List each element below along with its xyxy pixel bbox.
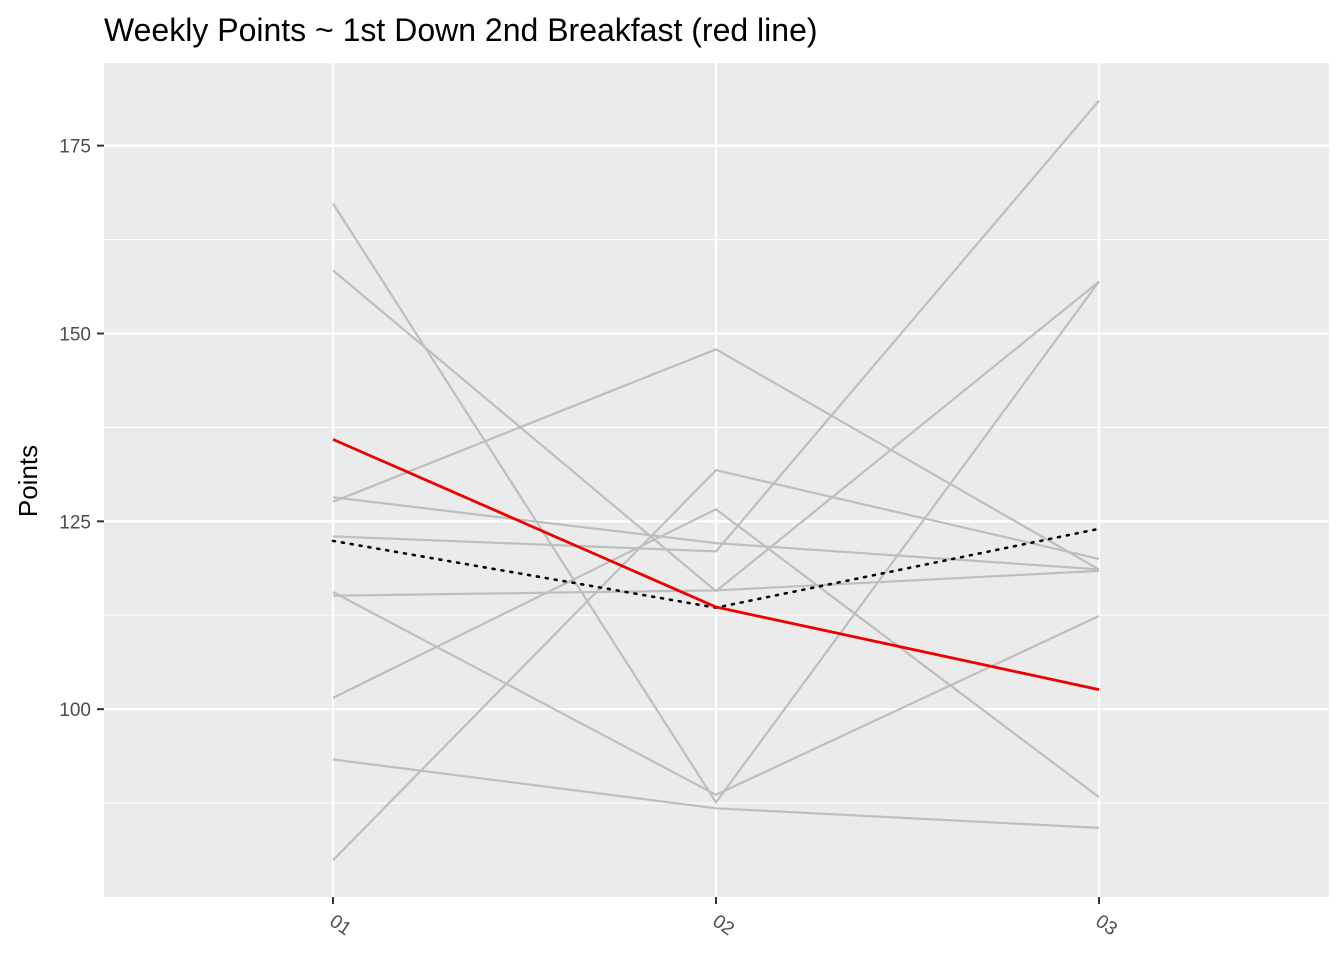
y-tick-label: 150: [59, 324, 91, 345]
series-line: [332, 202, 1100, 805]
series-line: [332, 496, 1100, 571]
y-tick-label: 100: [59, 700, 91, 721]
y-tick-label: 175: [59, 137, 91, 158]
series-line: [332, 591, 1100, 797]
chart-title: Weekly Points ~ 1st Down 2nd Breakfast (…: [104, 12, 818, 48]
series-line-highlight: [332, 438, 1100, 691]
y-axis-label: Points: [13, 445, 43, 517]
series-line: [332, 468, 1100, 861]
series-line: [332, 99, 1100, 553]
gridlines: [104, 63, 1329, 897]
series-line: [332, 569, 1100, 597]
series-line: [332, 758, 1100, 829]
series-line: [332, 508, 1100, 798]
y-tick-label: 125: [59, 512, 91, 533]
series-lines: [331, 99, 1101, 861]
series-line: [332, 348, 1100, 571]
